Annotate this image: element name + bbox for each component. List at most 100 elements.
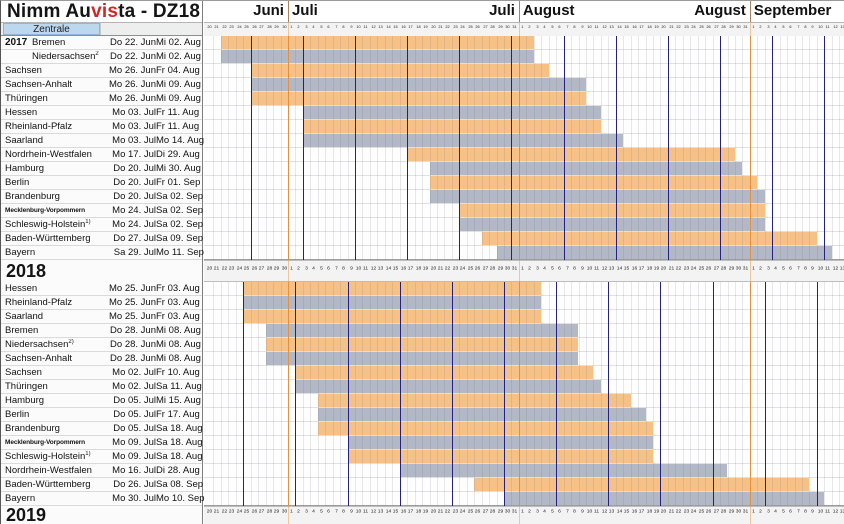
state-name-cell[interactable]: Baden-Württemberg [5, 233, 91, 244]
state-name-cell[interactable]: Sachsen [5, 367, 42, 378]
state-name-cell[interactable]: Hessen [5, 107, 38, 118]
state-name-cell[interactable]: Bayern [5, 247, 36, 258]
end-date-cell[interactable]: Sa 11. Aug [156, 381, 202, 392]
start-date-cell[interactable]: Mo 03. Jul [112, 107, 156, 118]
start-date-cell[interactable]: Do 05. Jul [113, 409, 156, 420]
state-name-cell[interactable]: Schleswig-Holstein1) [5, 219, 91, 230]
end-date-cell[interactable]: Fr 11. Aug [156, 121, 200, 132]
state-name-cell[interactable]: Brandenburg [5, 191, 60, 202]
end-date-cell[interactable]: Fr 11. Aug [156, 107, 200, 118]
end-date-cell[interactable]: Fr 03. Aug [156, 311, 200, 322]
state-name-cell[interactable]: Bremen [5, 325, 39, 336]
start-date-cell[interactable]: Mo 25. Jun [109, 297, 156, 308]
state-name-cell[interactable]: Hamburg [5, 395, 45, 406]
start-date-cell[interactable]: Mo 02. Jul [112, 381, 156, 392]
start-date-cell[interactable]: Do 26. Jul [113, 479, 156, 490]
end-date-cell[interactable]: Mi 08. Aug [156, 353, 201, 364]
start-date-cell[interactable]: Mo 16. Jul [112, 465, 156, 476]
end-date-cell[interactable]: Mi 02. Aug [156, 37, 201, 48]
end-date-cell[interactable]: Mo 14. Aug [156, 135, 205, 146]
start-date-cell[interactable]: Do 20. Jul [113, 163, 156, 174]
start-date-cell[interactable]: Do 20. Jul [113, 177, 156, 188]
start-date-cell[interactable]: Do 20. Jul [113, 191, 156, 202]
state-name-cell[interactable]: Nordrhein-Westfalen [5, 149, 92, 160]
end-date-cell[interactable]: Sa 18. Aug [156, 423, 203, 434]
end-date-cell[interactable]: Fr 04. Aug [156, 65, 200, 76]
start-date-cell[interactable]: Mo 03. Jul [112, 135, 156, 146]
state-name-cell[interactable]: Rheinland-Pfalz [5, 297, 73, 308]
end-date-cell[interactable]: Sa 02. Sep [156, 205, 204, 216]
end-date-cell[interactable]: Mo 11. Sep [156, 247, 204, 258]
state-name-cell[interactable]: Sachsen-Anhalt [5, 353, 73, 364]
state-name-cell[interactable]: Mecklenburg-Vorpommern [5, 439, 86, 446]
state-name-cell[interactable]: Berlin [5, 409, 30, 420]
start-date-cell[interactable]: Mo 26. Jun [109, 65, 156, 76]
end-date-cell[interactable]: Fr 10. Aug [156, 367, 200, 378]
end-date-cell[interactable]: Mo 10. Sep [156, 493, 205, 504]
end-date-cell[interactable]: Sa 02. Sep [156, 191, 204, 202]
start-date-cell[interactable]: Mo 03. Jul [112, 121, 156, 132]
end-date-cell[interactable]: Sa 02. Sep [156, 219, 204, 230]
state-name-cell[interactable]: Niedersachsen2) [32, 51, 99, 62]
state-name-cell[interactable]: Mecklenburg-Vorpommern [5, 207, 86, 214]
state-name-cell[interactable]: Saarland [5, 135, 44, 146]
end-date-cell[interactable]: Mi 15. Aug [156, 395, 201, 406]
start-date-cell[interactable]: Mo 24. Jul [112, 205, 156, 216]
state-name-cell[interactable]: Hamburg [5, 163, 45, 174]
end-date-cell[interactable]: Mi 08. Aug [156, 339, 201, 350]
end-date-cell[interactable]: Di 28. Aug [156, 465, 200, 476]
end-date-cell[interactable]: Fr 17. Aug [156, 409, 200, 420]
end-date-cell[interactable]: Fr 03. Aug [156, 297, 200, 308]
start-date-cell[interactable]: Sa 29. Jul [113, 247, 156, 258]
end-date-cell[interactable]: Mi 08. Aug [156, 325, 201, 336]
state-name-cell[interactable]: Saarland [5, 311, 44, 322]
end-date-cell[interactable]: Mi 30. Aug [156, 163, 201, 174]
end-date-cell[interactable]: Fr 03. Aug [156, 283, 200, 294]
year-cell[interactable]: 2017 [5, 37, 28, 48]
start-date-cell[interactable]: Do 05. Jul [113, 395, 156, 406]
state-name-cell[interactable]: Bremen [32, 37, 66, 48]
zentrale-header-cell[interactable]: Zentrale [3, 23, 100, 35]
end-date-cell[interactable]: Sa 18. Aug [156, 451, 203, 462]
start-date-cell[interactable]: Do 28. Jun [110, 325, 156, 336]
start-date-cell[interactable]: Mo 09. Jul [112, 451, 156, 462]
state-name-cell[interactable]: Baden-Württemberg [5, 479, 91, 490]
end-date-cell[interactable]: Sa 18. Aug [156, 437, 203, 448]
start-date-cell[interactable]: Mo 30. Jul [112, 493, 156, 504]
day-tick: 17 [639, 25, 644, 29]
state-name-cell[interactable]: Niedersachsen2) [5, 339, 74, 350]
state-name-cell[interactable]: Berlin [5, 177, 30, 188]
start-date-cell[interactable]: Do 22. Jun [110, 37, 156, 48]
start-date-cell[interactable]: Do 28. Jun [110, 353, 156, 364]
state-name-cell[interactable]: Hessen [5, 283, 38, 294]
end-date-cell[interactable]: Sa 08. Sep [156, 479, 204, 490]
end-date-cell[interactable]: Sa 09. Sep [156, 233, 204, 244]
state-name-cell[interactable]: Sachsen-Anhalt [5, 79, 73, 90]
end-date-cell[interactable]: Mi 09. Aug [156, 79, 201, 90]
start-date-cell[interactable]: Mo 26. Jun [109, 79, 156, 90]
start-date-cell[interactable]: Do 28. Jun [110, 339, 156, 350]
state-name-cell[interactable]: Rheinland-Pfalz [5, 121, 73, 132]
start-date-cell[interactable]: Do 22. Jun [110, 51, 156, 62]
start-date-cell[interactable]: Mo 09. Jul [112, 437, 156, 448]
start-date-cell[interactable]: Mo 25. Jun [109, 311, 156, 322]
start-date-cell[interactable]: Mo 25. Jun [109, 283, 156, 294]
end-date-cell[interactable]: Mi 02. Aug [156, 51, 201, 62]
state-name-cell[interactable]: Sachsen [5, 65, 42, 76]
start-date-cell[interactable]: Do 27. Jul [113, 233, 156, 244]
state-name-cell[interactable]: Bayern [5, 493, 36, 504]
end-date-cell[interactable]: Fr 01. Sep [156, 177, 201, 188]
monday-gridline [660, 282, 662, 506]
start-date-cell[interactable]: Mo 26. Jun [109, 93, 156, 104]
state-name-cell[interactable]: Brandenburg [5, 423, 60, 434]
start-date-cell[interactable]: Mo 24. Jul [112, 219, 156, 230]
state-name-cell[interactable]: Nordrhein-Westfalen [5, 465, 92, 476]
state-name-cell[interactable]: Schleswig-Holstein1) [5, 451, 91, 462]
state-name-cell[interactable]: Thüringen [5, 381, 48, 392]
start-date-cell[interactable]: Mo 17. Jul [112, 149, 156, 160]
end-date-cell[interactable]: Mi 09. Aug [156, 93, 201, 104]
start-date-cell[interactable]: Do 05. Jul [113, 423, 156, 434]
state-name-cell[interactable]: Thüringen [5, 93, 48, 104]
start-date-cell[interactable]: Mo 02. Jul [112, 367, 156, 378]
end-date-cell[interactable]: Di 29. Aug [156, 149, 200, 160]
